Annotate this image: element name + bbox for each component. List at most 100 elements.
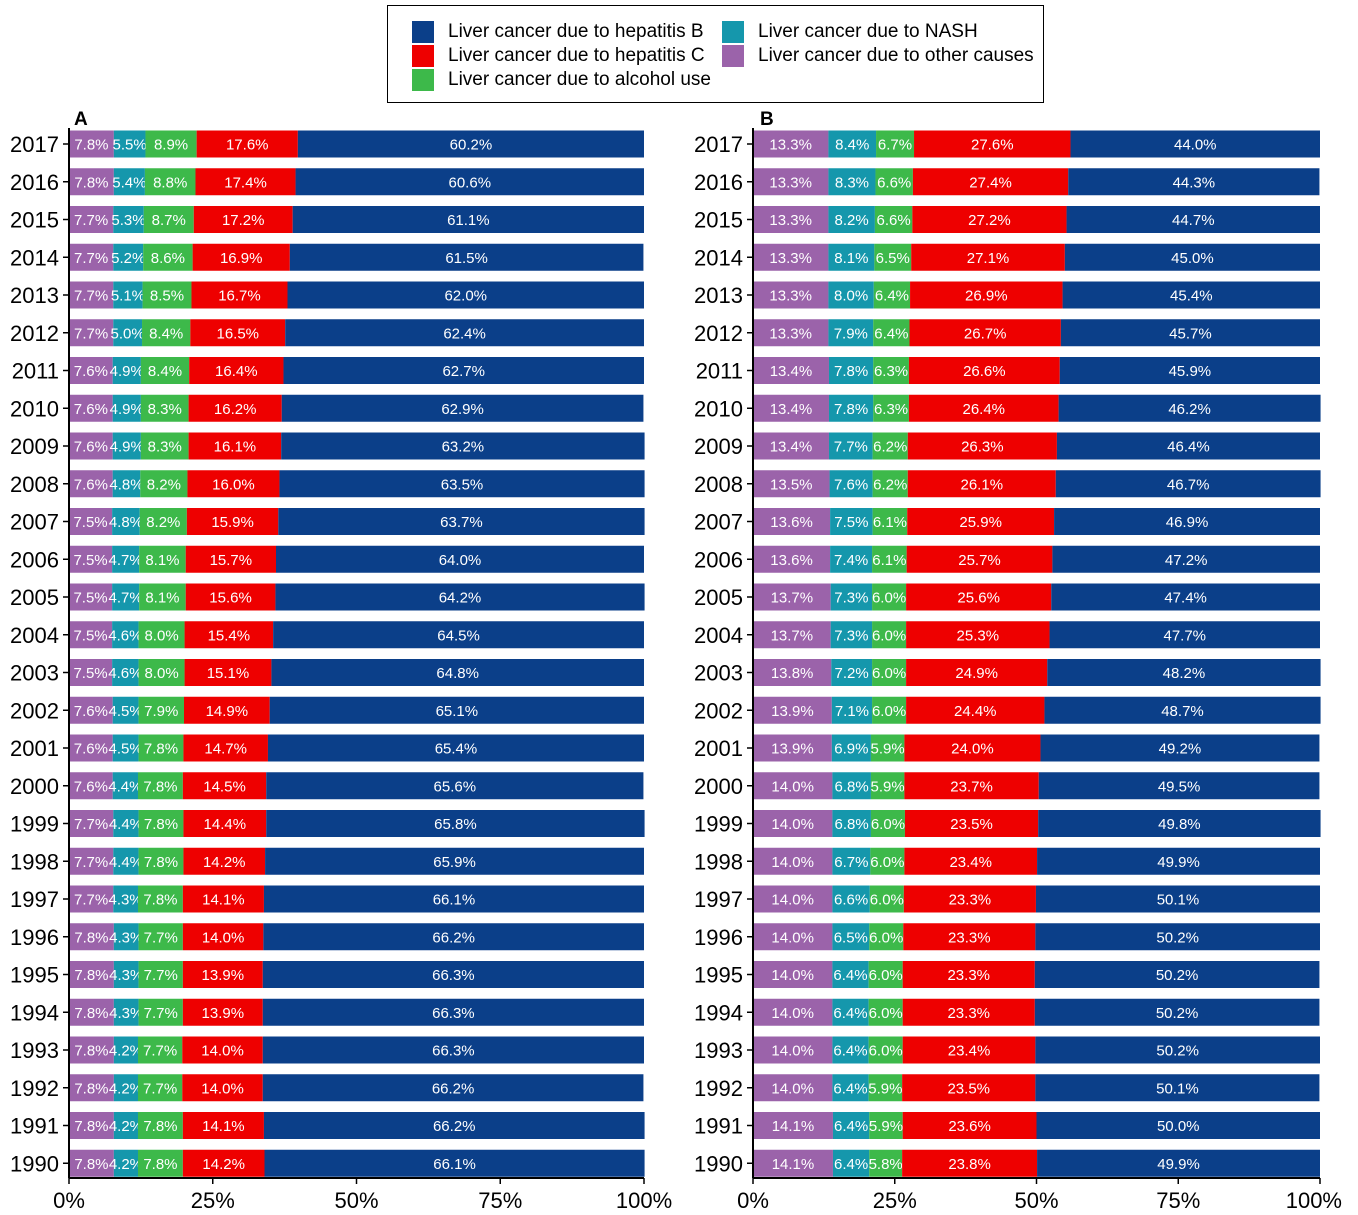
bar-value-label: 26.3% xyxy=(961,439,1004,456)
bar-value-label: 63.2% xyxy=(442,439,485,456)
bar-segment xyxy=(832,1149,870,1177)
bar-segment xyxy=(832,847,871,875)
bar-value-label: 7.8% xyxy=(143,1156,177,1173)
bar-value-label: 13.6% xyxy=(770,514,813,531)
bar-segment xyxy=(69,168,114,196)
year-label: 2015 xyxy=(10,208,59,233)
panel-b: 2017 13.3% 8.4% 6.7% 27.6% 44.0% 2016 13.3% 8.3%… xyxy=(694,128,1342,1213)
bar-value-label: 8.8% xyxy=(153,174,187,191)
bar-value-label: 7.5% xyxy=(834,514,868,531)
bar-segment xyxy=(908,394,1059,422)
bar-value-label: 50.1% xyxy=(1157,892,1200,909)
bar-value-label: 44.0% xyxy=(1174,137,1217,154)
bar-value-label: 25.3% xyxy=(957,627,1000,644)
bar-value-label: 4.4% xyxy=(109,816,143,833)
bar-value-label: 7.6% xyxy=(74,439,108,456)
bar-segment xyxy=(1047,659,1321,686)
bar-segment xyxy=(870,772,905,800)
bar-segment xyxy=(831,696,873,724)
bar-value-label: 7.8% xyxy=(143,1118,177,1135)
bar-value-label: 47.4% xyxy=(1164,590,1207,607)
bar-segment xyxy=(902,1036,1036,1064)
year-label: 2003 xyxy=(10,661,59,686)
bar-segment xyxy=(285,319,644,347)
bar-value-label: 6.2% xyxy=(873,439,907,456)
bar-segment xyxy=(69,206,114,233)
bar-value-label: 23.3% xyxy=(947,1005,990,1022)
bar-value-label: 5.5% xyxy=(113,137,147,154)
bar-segment xyxy=(139,545,186,573)
year-label: 2003 xyxy=(694,661,743,686)
bar-value-label: 7.7% xyxy=(144,967,178,984)
bar-segment xyxy=(140,394,189,422)
bar-value-label: 7.8% xyxy=(143,892,177,909)
bar-segment xyxy=(140,432,189,460)
year-label: 2009 xyxy=(10,434,59,459)
bar-segment xyxy=(828,206,875,233)
bar-segment xyxy=(196,130,298,158)
bar-value-label: 4.2% xyxy=(109,1156,143,1173)
year-label: 1996 xyxy=(10,925,59,950)
bar-segment xyxy=(753,734,832,762)
bar-segment xyxy=(113,847,139,875)
bar-value-label: 14.0% xyxy=(771,892,814,909)
bar-segment xyxy=(113,810,139,837)
bar-segment xyxy=(69,319,114,347)
bar-value-label: 13.3% xyxy=(769,137,812,154)
bar-value-label: 50.0% xyxy=(1157,1118,1200,1135)
bar-value-label: 7.1% xyxy=(835,703,869,720)
year-label: 2009 xyxy=(694,434,743,459)
year-label: 2005 xyxy=(10,585,59,610)
bar-value-label: 44.7% xyxy=(1172,212,1215,229)
bar-segment xyxy=(828,432,873,460)
bar-segment xyxy=(1049,621,1320,649)
bar-value-label: 65.8% xyxy=(434,816,477,833)
bar-segment xyxy=(69,885,114,913)
bar-value-label: 49.2% xyxy=(1159,741,1202,758)
bar-segment xyxy=(186,508,279,535)
bar-segment xyxy=(753,961,833,988)
bar-value-label: 14.5% xyxy=(203,778,246,795)
bar-segment xyxy=(262,998,644,1026)
bar-value-label: 8.6% xyxy=(151,250,185,267)
bar-value-label: 7.8% xyxy=(74,1005,108,1022)
bar-segment xyxy=(902,998,1035,1026)
bar-segment xyxy=(112,545,140,573)
bar-value-label: 4.3% xyxy=(109,929,143,946)
bar-segment xyxy=(753,583,831,611)
bar-segment xyxy=(138,885,183,913)
bar-segment xyxy=(144,168,196,196)
bar-segment xyxy=(69,772,113,800)
bar-segment xyxy=(113,206,144,233)
bar-segment xyxy=(113,885,138,913)
bar-value-label: 6.0% xyxy=(869,967,903,984)
year-label: 2017 xyxy=(694,132,743,157)
bar-value-label: 6.1% xyxy=(873,514,907,531)
bar-segment xyxy=(907,470,1056,498)
bar-value-label: 14.0% xyxy=(771,967,814,984)
bar-value-label: 46.9% xyxy=(1166,514,1209,531)
bar-value-label: 7.8% xyxy=(143,778,177,795)
bar-value-label: 7.9% xyxy=(834,325,868,342)
bar-value-label: 66.2% xyxy=(432,929,475,946)
bar-value-label: 45.4% xyxy=(1170,288,1213,305)
year-label: 2004 xyxy=(10,623,59,648)
bar-segment xyxy=(269,696,644,724)
year-label: 2006 xyxy=(694,547,743,572)
bar-value-label: 61.1% xyxy=(447,212,490,229)
bar-value-label: 6.4% xyxy=(834,1118,868,1135)
bar-value-label: 46.4% xyxy=(1167,439,1210,456)
bar-value-label: 65.1% xyxy=(436,703,479,720)
bar-value-label: 14.0% xyxy=(771,854,814,871)
bar-segment xyxy=(138,734,184,762)
bar-value-label: 13.5% xyxy=(770,476,813,493)
year-label: 2014 xyxy=(694,245,743,270)
bar-value-label: 45.9% xyxy=(1169,363,1212,380)
bar-segment xyxy=(191,281,288,309)
bar-value-label: 25.7% xyxy=(958,552,1001,569)
bar-segment xyxy=(1051,583,1320,611)
bar-segment xyxy=(138,621,185,649)
bar-segment xyxy=(140,357,190,384)
bar-segment xyxy=(832,998,869,1026)
bar-segment xyxy=(195,168,296,196)
